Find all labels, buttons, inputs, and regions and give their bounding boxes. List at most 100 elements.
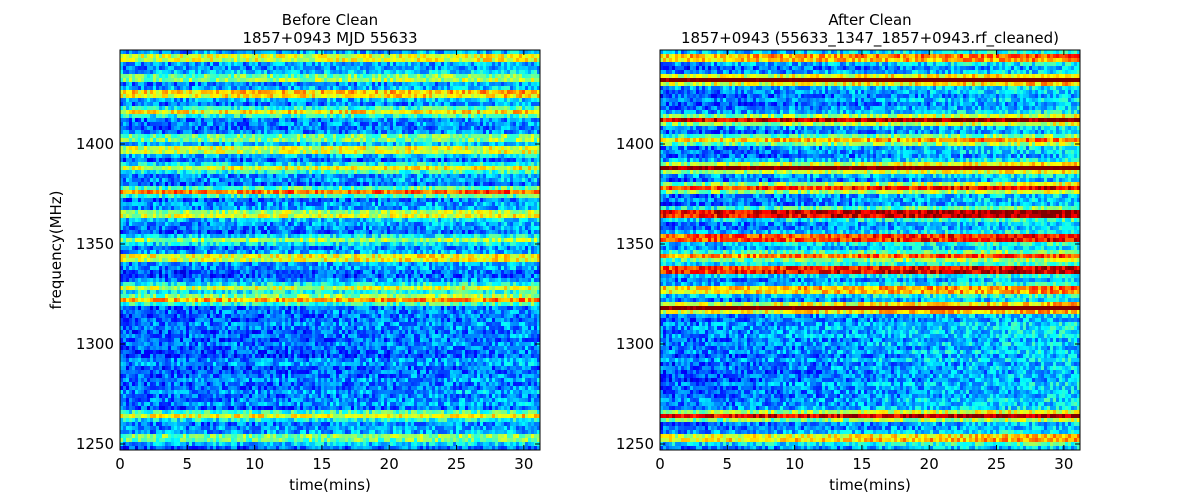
heatmap-cell (321, 62, 325, 67)
heatmap-cell (168, 130, 172, 135)
heatmap-cell (408, 50, 412, 55)
heatmap-cell (225, 142, 229, 147)
heatmap-cell (345, 110, 349, 115)
heatmap-cell (282, 50, 286, 55)
heatmap-cell (312, 50, 316, 55)
heatmap-cell (402, 170, 406, 175)
heatmap-cell (231, 190, 235, 195)
heatmap-cell (171, 158, 175, 163)
heatmap-cell (486, 94, 490, 99)
heatmap-cell (255, 142, 259, 147)
heatmap-cell (252, 98, 256, 103)
heatmap-cell (192, 62, 196, 67)
heatmap-cell (255, 126, 259, 131)
heatmap-cell (195, 170, 199, 175)
heatmap-cell (537, 54, 541, 59)
heatmap-cell (210, 102, 214, 107)
heatmap-cell (204, 122, 208, 127)
heatmap-cell (528, 98, 532, 103)
heatmap-cell (339, 82, 343, 87)
heatmap-cell (333, 186, 337, 191)
heatmap-cell (177, 186, 181, 191)
heatmap-cell (429, 174, 433, 179)
heatmap-cell (462, 134, 466, 139)
heatmap-cell (132, 142, 136, 147)
heatmap-cell (141, 118, 145, 123)
heatmap-cell (387, 70, 391, 75)
heatmap-cell (507, 78, 511, 83)
heatmap-cell (270, 58, 274, 63)
heatmap-cell (159, 190, 163, 195)
heatmap-cell (525, 102, 529, 107)
heatmap-cell (201, 98, 205, 103)
heatmap-cell (315, 190, 319, 195)
heatmap-cell (378, 78, 382, 83)
heatmap-cell (261, 86, 265, 91)
heatmap-cell (147, 138, 151, 143)
heatmap-cell (309, 134, 313, 139)
heatmap-cell (471, 66, 475, 71)
heatmap-cell (126, 78, 130, 83)
heatmap-cell (333, 50, 337, 55)
heatmap-cell (222, 74, 226, 79)
heatmap-cell (144, 110, 148, 115)
heatmap-cell (198, 182, 202, 187)
heatmap-cell (258, 190, 262, 195)
heatmap-cell (234, 94, 238, 99)
heatmap-cell (462, 66, 466, 71)
heatmap-cell (129, 50, 133, 55)
heatmap-cell (495, 86, 499, 91)
heatmap-cell (357, 162, 361, 167)
heatmap-cell (132, 102, 136, 107)
heatmap-cell (477, 178, 481, 183)
heatmap-cell (477, 170, 481, 175)
heatmap-cell (474, 94, 478, 99)
heatmap-cell (324, 182, 328, 187)
heatmap-cell (333, 130, 337, 135)
heatmap-cell (471, 142, 475, 147)
heatmap-cell (171, 174, 175, 179)
heatmap-cell (507, 182, 511, 187)
heatmap-cell (264, 86, 268, 91)
heatmap-cell (483, 178, 487, 183)
heatmap-cell (303, 66, 307, 71)
heatmap-cell (150, 82, 154, 87)
heatmap-cell (222, 90, 226, 95)
heatmap-cell (357, 90, 361, 95)
heatmap-cell (123, 110, 127, 115)
heatmap-cell (189, 134, 193, 139)
heatmap-cell (360, 118, 364, 123)
heatmap-cell (363, 70, 367, 75)
heatmap-cell (354, 54, 358, 59)
heatmap-cell (435, 110, 439, 115)
heatmap-cell (339, 94, 343, 99)
heatmap-cell (351, 134, 355, 139)
heatmap-cell (285, 94, 289, 99)
heatmap-cell (267, 86, 271, 91)
heatmap-cell (354, 62, 358, 67)
heatmap-cell (327, 178, 331, 183)
heatmap-cell (147, 182, 151, 187)
heatmap-cell (366, 54, 370, 59)
heatmap-cell (423, 66, 427, 71)
heatmap-cell (453, 106, 457, 111)
heatmap-cell (375, 82, 379, 87)
heatmap-cell (240, 126, 244, 131)
heatmap-cell (417, 154, 421, 159)
heatmap-cell (336, 126, 340, 131)
heatmap-cell (261, 122, 265, 127)
heatmap-cell (123, 94, 127, 99)
heatmap-cell (222, 102, 226, 107)
heatmap-cell (294, 106, 298, 111)
heatmap-cell (534, 54, 538, 59)
heatmap-cell (411, 102, 415, 107)
heatmap-cell (393, 158, 397, 163)
heatmap-cell (483, 54, 487, 59)
heatmap-cell (495, 122, 499, 127)
heatmap-cell (240, 82, 244, 87)
heatmap-cell (156, 90, 160, 95)
heatmap-cell (255, 102, 259, 107)
heatmap-cell (408, 126, 412, 131)
heatmap-cell (522, 162, 526, 167)
heatmap-cell (387, 58, 391, 63)
